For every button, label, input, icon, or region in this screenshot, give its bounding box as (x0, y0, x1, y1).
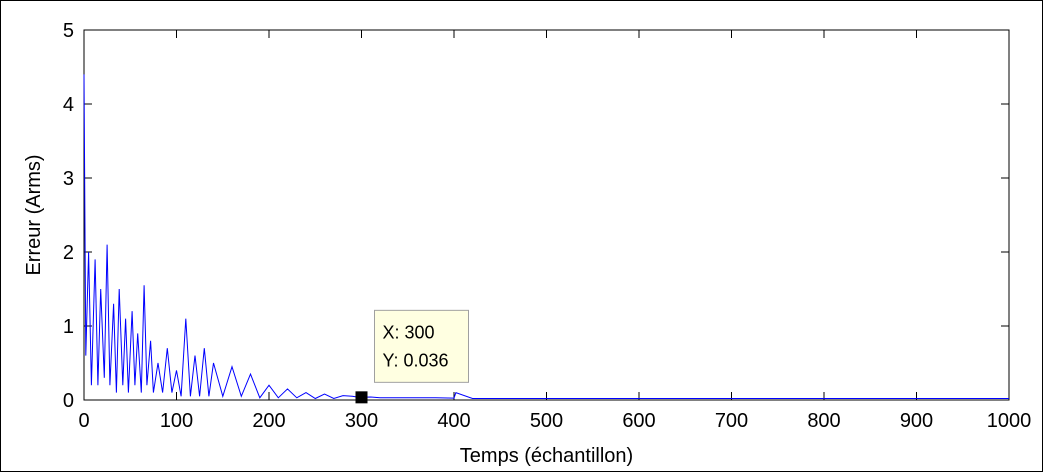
x-tick-label: 0 (78, 410, 89, 432)
x-tick-label: 300 (345, 410, 378, 432)
datatip-layer: X: 300 Y: 0.036 (355, 309, 469, 404)
datatip-box[interactable] (374, 309, 469, 383)
x-tick-label: 100 (160, 410, 193, 432)
datatip-x-label: X: 300 (383, 322, 435, 342)
datatip-marker[interactable] (355, 391, 368, 404)
x-tick-label: 800 (807, 410, 840, 432)
x-tick-label: 900 (900, 410, 933, 432)
x-tick-label: 600 (622, 410, 655, 432)
x-tick-label: 400 (437, 410, 470, 432)
datatip-y-label: Y: 0.036 (383, 350, 449, 370)
plot-area (83, 29, 1010, 401)
axis-ticks: 0 100 200 300 400 500 600 700 800 900 1000 0 1 2 3 4 5 (63, 20, 1031, 432)
y-axis-label: Erreur (Arms) (23, 154, 45, 275)
x-tick-label: 200 (252, 410, 285, 432)
y-tick-label: 0 (63, 390, 74, 412)
y-tick-label: 2 (63, 242, 74, 264)
x-axis-label: Temps (échantillon) (460, 445, 633, 467)
y-tick-label: 5 (63, 20, 74, 42)
x-tick-label: 1000 (987, 410, 1032, 432)
y-tick-label: 3 (63, 168, 74, 190)
x-tick-label: 500 (530, 410, 563, 432)
y-tick-label: 1 (63, 316, 74, 338)
x-tick-label: 700 (715, 410, 748, 432)
error-series-line (83, 74, 1009, 400)
y-tick-label: 4 (63, 94, 74, 116)
